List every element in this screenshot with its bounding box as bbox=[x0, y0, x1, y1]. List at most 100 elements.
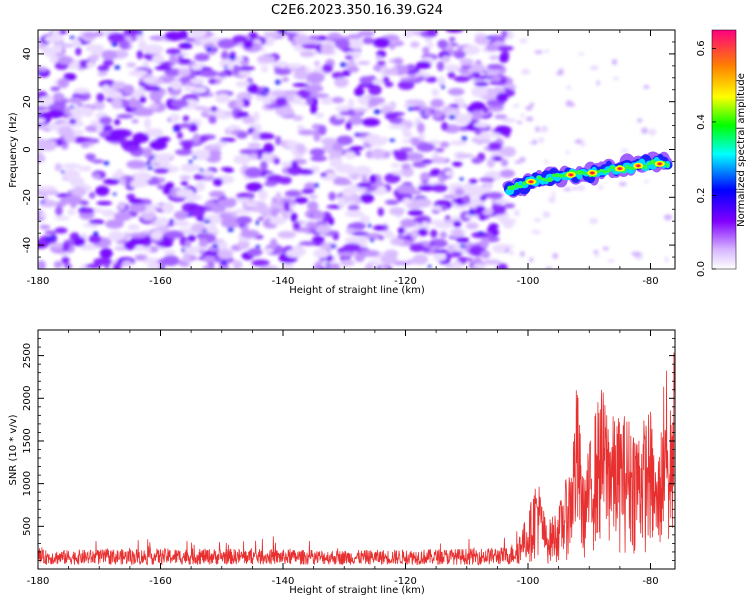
snr-series-line bbox=[38, 352, 675, 566]
noise-blob bbox=[416, 142, 436, 152]
track-hotspot-peak bbox=[658, 162, 662, 165]
noise-blob bbox=[269, 238, 278, 250]
noise-blob bbox=[313, 131, 321, 142]
noise-blob bbox=[485, 44, 500, 52]
noise-blob bbox=[292, 82, 310, 88]
colorbar-tick-label: 0.0 bbox=[696, 261, 707, 277]
noise-blob bbox=[67, 97, 83, 104]
noise-blob bbox=[445, 30, 464, 33]
noise-blob bbox=[38, 106, 49, 111]
noise-blob bbox=[180, 246, 200, 255]
x-tick-label: -180 bbox=[27, 576, 50, 587]
noise-blob bbox=[472, 109, 482, 121]
sparse-blob bbox=[520, 113, 525, 118]
noise-blob bbox=[334, 38, 350, 50]
noise-peak bbox=[40, 200, 46, 204]
noise-blob bbox=[285, 140, 300, 148]
noise-blob bbox=[427, 43, 435, 48]
noise-blob bbox=[282, 261, 294, 269]
noise-blob bbox=[376, 60, 386, 65]
noise-blob bbox=[384, 199, 400, 205]
noise-blob bbox=[362, 37, 375, 45]
noise-blob bbox=[80, 142, 90, 149]
noise-blob bbox=[186, 164, 202, 172]
noise-blob bbox=[284, 30, 305, 33]
noise-blob bbox=[161, 202, 175, 214]
sparse-blob bbox=[544, 159, 549, 165]
noise-blob bbox=[439, 141, 450, 148]
sparse-blob bbox=[620, 148, 629, 153]
noise-blob bbox=[354, 253, 365, 263]
noise-blob bbox=[287, 63, 303, 70]
noise-blob bbox=[350, 145, 365, 151]
noise-blob bbox=[88, 234, 102, 244]
noise-blob bbox=[245, 182, 263, 192]
y-tick-label: 40 bbox=[22, 48, 33, 61]
noise-peak bbox=[485, 36, 493, 39]
noise-blob bbox=[38, 96, 55, 106]
noise-blob bbox=[301, 188, 315, 195]
noise-blob bbox=[107, 32, 126, 43]
noise-blob bbox=[129, 232, 148, 238]
noise-blob bbox=[80, 243, 98, 251]
sparse-blob bbox=[602, 246, 609, 251]
noise-peak bbox=[461, 136, 468, 142]
noise-peak bbox=[114, 65, 121, 70]
noise-blob bbox=[405, 152, 424, 162]
noise-blob bbox=[453, 75, 470, 83]
noise-blob bbox=[501, 146, 516, 158]
noise-blob bbox=[305, 95, 313, 106]
snr-x-axis-label: Height of straight line (km) bbox=[289, 585, 425, 596]
sparse-blob bbox=[590, 65, 599, 71]
noise-blob bbox=[54, 227, 68, 234]
noise-blob bbox=[361, 176, 368, 185]
noise-blob bbox=[313, 60, 321, 67]
noise-blob bbox=[422, 46, 430, 55]
noise-blob bbox=[469, 101, 486, 112]
noise-blob bbox=[271, 61, 289, 68]
snr-y-ticks: 500 1000 1500 2000 2500 bbox=[22, 329, 675, 561]
noise-blob bbox=[412, 254, 429, 265]
noise-blob bbox=[142, 77, 158, 83]
noise-peak bbox=[440, 84, 445, 90]
noise-blob bbox=[333, 180, 353, 186]
sparse-blob bbox=[519, 156, 526, 163]
noise-blob bbox=[342, 186, 355, 198]
noise-peak bbox=[448, 114, 456, 120]
noise-blob bbox=[353, 112, 361, 119]
noise-blob bbox=[344, 55, 354, 60]
noise-blob bbox=[407, 209, 424, 216]
noise-blob bbox=[38, 152, 44, 163]
noise-blob bbox=[50, 101, 67, 110]
noise-blob bbox=[442, 194, 457, 199]
noise-blob bbox=[236, 216, 253, 225]
noise-blob bbox=[471, 71, 481, 78]
track-blob bbox=[511, 185, 516, 191]
sparse-blob bbox=[663, 214, 673, 221]
noise-blob bbox=[437, 75, 446, 87]
noise-peak bbox=[181, 248, 185, 253]
x-tick-label: -120 bbox=[394, 576, 417, 587]
track-blob bbox=[536, 175, 542, 180]
noise-blob bbox=[270, 207, 279, 218]
noise-blob bbox=[63, 263, 73, 269]
noise-blob bbox=[44, 230, 58, 235]
noise-blob bbox=[38, 260, 46, 269]
noise-blob bbox=[232, 259, 243, 269]
noise-blob bbox=[472, 263, 487, 269]
colorbar-tick-label: 0.2 bbox=[696, 188, 707, 204]
snr-background bbox=[38, 330, 675, 569]
noise-blob bbox=[433, 249, 450, 254]
track-blob bbox=[628, 166, 634, 171]
noise-blob bbox=[301, 38, 321, 45]
noise-peak bbox=[146, 166, 154, 170]
noise-peak bbox=[407, 106, 413, 111]
noise-peak bbox=[340, 62, 347, 68]
noise-blob bbox=[217, 71, 228, 78]
noise-blob bbox=[299, 50, 316, 58]
noise-blob bbox=[434, 147, 445, 153]
noise-peak bbox=[228, 55, 235, 60]
noise-blob bbox=[297, 129, 316, 136]
noise-blob bbox=[347, 33, 363, 40]
